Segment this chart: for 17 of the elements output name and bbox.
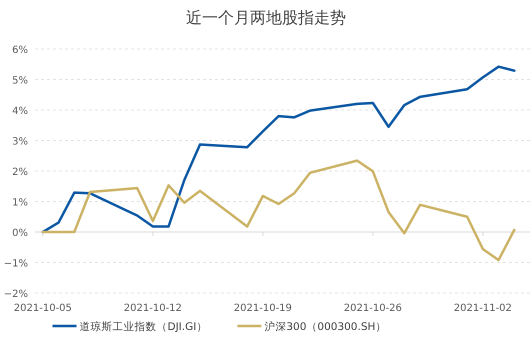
title: 近一个月两地股指走势 bbox=[186, 8, 346, 27]
ytick: 4% bbox=[12, 106, 28, 117]
ytick: −1% bbox=[4, 258, 28, 270]
xtick: 2021-10-26 bbox=[344, 303, 402, 314]
ytick: −2% bbox=[4, 289, 28, 300]
ytick: 6% bbox=[12, 45, 28, 56]
xtick: 2021-10-19 bbox=[234, 303, 292, 314]
ytick: 1% bbox=[12, 198, 28, 208]
xtick: 2021-10-05 bbox=[14, 303, 72, 314]
ytick: 3% bbox=[12, 136, 28, 148]
legend-label: 道琼斯工业指数（DJI.GI） bbox=[80, 320, 208, 333]
legend-label: 沪深300（000300.SH） bbox=[264, 320, 386, 333]
ytick: 0% bbox=[12, 228, 28, 239]
ytick: 5% bbox=[12, 76, 28, 86]
xtick: 2021-11-02 bbox=[454, 303, 512, 314]
ytick: 2% bbox=[12, 167, 28, 178]
xtick: 2021-10-12 bbox=[124, 303, 182, 314]
